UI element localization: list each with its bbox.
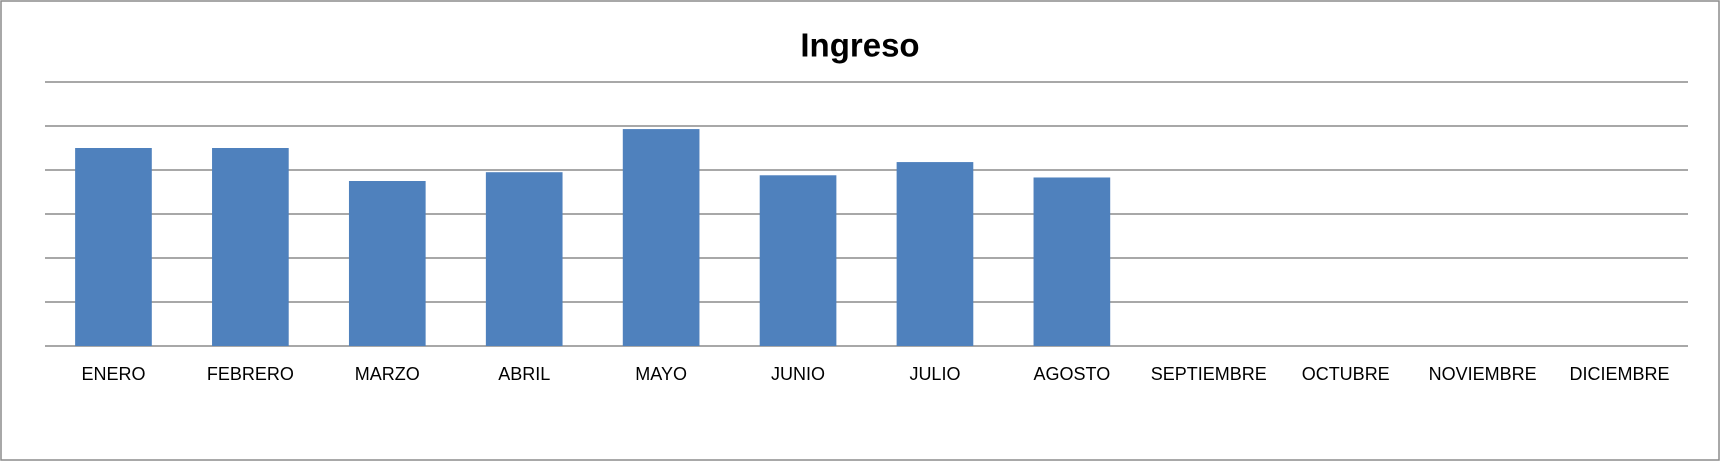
- bar: [75, 148, 152, 346]
- x-tick-label: ENERO: [81, 364, 145, 384]
- x-tick-label: FEBRERO: [207, 364, 294, 384]
- bar: [348, 181, 426, 346]
- x-tick-label: ABRIL: [498, 364, 550, 384]
- x-tick-label: DICIEMBRE: [1570, 364, 1670, 384]
- x-tick-label: SEPTIEMBRE: [1151, 364, 1267, 384]
- bar: [485, 172, 563, 346]
- x-tick-label: JULIO: [909, 364, 960, 384]
- x-tick-label: MAYO: [635, 364, 687, 384]
- x-tick-label: NOVIEMBRE: [1429, 364, 1537, 384]
- x-tick-label: JUNIO: [771, 364, 825, 384]
- x-tick-label: MARZO: [355, 364, 420, 384]
- bar: [759, 175, 837, 346]
- bar: [212, 148, 289, 346]
- bar: [622, 129, 700, 346]
- chart-title: Ingreso: [800, 27, 919, 64]
- x-tick-label: OCTUBRE: [1302, 364, 1390, 384]
- bar: [896, 162, 974, 346]
- bar: [1033, 177, 1111, 346]
- x-tick-label: AGOSTO: [1034, 364, 1111, 384]
